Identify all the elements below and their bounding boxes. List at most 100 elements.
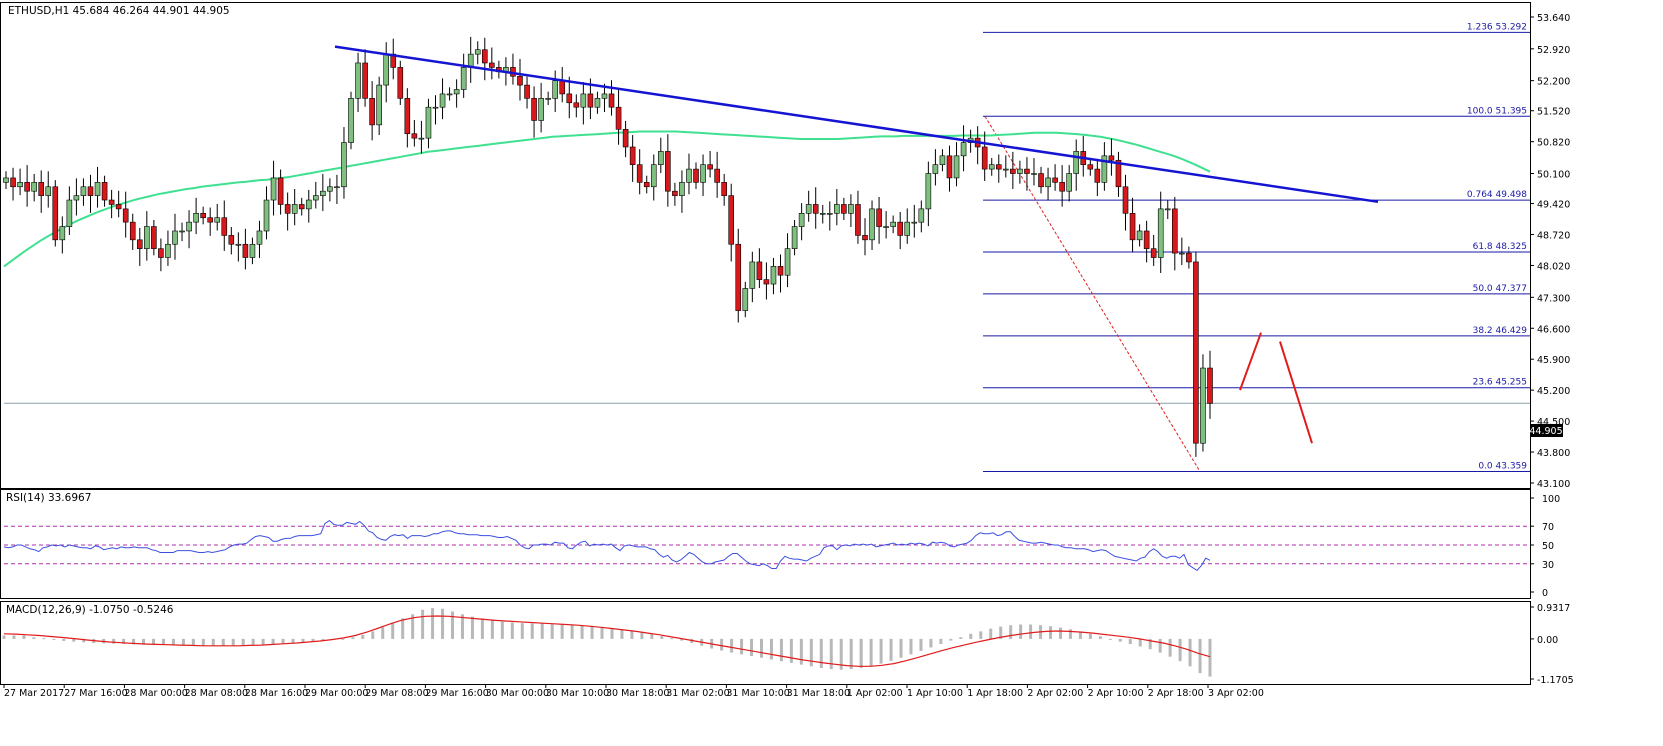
candle-body xyxy=(383,53,390,86)
macd-histogram-bar xyxy=(171,638,175,646)
macd-histogram-bar xyxy=(919,638,923,651)
macd-histogram-bar xyxy=(1198,638,1202,674)
candle-body xyxy=(841,204,847,214)
price-panel[interactable]: 53.640 52.920 52.200 51.520 50.820 50.100 49.4… xyxy=(3,5,1571,490)
candle-body xyxy=(200,213,206,219)
candle-body xyxy=(439,93,446,108)
candle-body xyxy=(1094,168,1101,183)
candle-body xyxy=(650,164,657,188)
fib-level-label: 38.2 46.429 xyxy=(1473,326,1528,336)
candle-body xyxy=(45,186,52,196)
candle-body xyxy=(193,213,199,223)
candle-body xyxy=(305,199,312,210)
candle-body xyxy=(172,230,178,245)
macd-histogram-bar xyxy=(670,638,674,640)
macd-histogram-bar xyxy=(191,638,195,646)
candle-body xyxy=(862,235,868,241)
fib-level-label: 0.764 49.498 xyxy=(1467,190,1527,200)
price-tick-label: 52.200 xyxy=(1537,77,1570,88)
candle-body xyxy=(876,208,882,227)
candle-body xyxy=(756,261,763,280)
macd-histogram-bar xyxy=(401,618,405,639)
candle-body xyxy=(1052,177,1058,183)
candle-body xyxy=(411,133,418,139)
candle-body xyxy=(777,266,784,276)
macd-histogram-bar xyxy=(999,626,1003,639)
candle-body xyxy=(1087,164,1094,170)
rsi-tick-label: 70 xyxy=(1542,522,1554,533)
macd-histogram-bar xyxy=(42,638,46,640)
macd-panel[interactable]: MACD(12,26,9) -1.0750 -0.5246 0.9317 0.00… xyxy=(2,603,1574,686)
price-tick-label: 45.900 xyxy=(1537,355,1570,366)
candle-body xyxy=(136,239,143,249)
price-tick-label: 52.920 xyxy=(1537,45,1570,56)
time-tick-label: 31 Mar 10:00 xyxy=(726,688,789,699)
candle-body xyxy=(179,230,185,233)
price-panel-frame xyxy=(0,2,1531,489)
candle-body xyxy=(594,98,601,108)
candle-body xyxy=(369,98,375,126)
time-tick-label: 2 Apr 18:00 xyxy=(1148,688,1204,699)
macd-histogram-bar xyxy=(680,638,684,641)
time-tick-label: 30 Mar 18:00 xyxy=(606,688,669,699)
time-tick-label: 1 Apr 18:00 xyxy=(967,688,1023,699)
candle-body xyxy=(953,155,960,179)
moving-average-line xyxy=(3,130,1211,268)
rsi-tick-label: 0 xyxy=(1542,588,1548,599)
candle-body xyxy=(1200,367,1206,444)
candle-body xyxy=(1157,208,1164,258)
descending-trendline xyxy=(334,45,1379,204)
time-tick-label: 1 Apr 10:00 xyxy=(907,688,963,699)
macd-title: MACD(12,26,9) -1.0750 -0.5246 xyxy=(6,604,174,616)
candle-body xyxy=(73,195,80,201)
price-tick-label: 46.600 xyxy=(1537,324,1570,335)
rsi-panel[interactable]: RSI(14) 33.6967 100 70 50 30 0 xyxy=(3,492,1560,599)
macd-histogram-bar xyxy=(799,638,803,665)
macd-histogram-bar xyxy=(1178,638,1182,662)
fib-diagonal xyxy=(984,115,1201,472)
candle-body xyxy=(59,226,66,241)
candle-body xyxy=(742,288,749,311)
macd-histogram-bar xyxy=(12,635,16,639)
macd-histogram-bar xyxy=(391,622,395,639)
candle-body xyxy=(348,98,354,143)
macd-histogram-bar xyxy=(839,638,843,670)
time-tick-label: 27 Mar 16:00 xyxy=(64,688,127,699)
macd-histogram-bar xyxy=(211,638,215,646)
macd-histogram-bar xyxy=(660,636,664,639)
candle-body xyxy=(489,62,495,68)
candle-body xyxy=(587,93,594,108)
candle-body xyxy=(1143,230,1150,249)
macd-histogram-bar xyxy=(969,633,973,639)
macd-histogram-bar xyxy=(52,638,56,640)
candle-body xyxy=(1150,248,1157,258)
candle-body xyxy=(622,128,629,148)
macd-histogram-bar xyxy=(321,638,325,641)
candle-body xyxy=(341,142,347,188)
candle-body xyxy=(925,173,932,210)
macd-histogram-bar xyxy=(181,638,185,646)
macd-histogram-bar xyxy=(1118,638,1122,642)
time-tick-label: 28 Mar 08:00 xyxy=(185,688,248,699)
candle-body xyxy=(474,49,481,55)
candle-body xyxy=(24,182,30,192)
projection-arrow-down xyxy=(1279,341,1313,444)
macd-histogram-bar xyxy=(779,638,783,662)
macd-histogram-bar xyxy=(22,635,26,639)
trendline xyxy=(334,45,1379,204)
candle-body xyxy=(791,226,798,249)
macd-tick-label: 0.00 xyxy=(1537,635,1558,646)
time-tick-label: 31 Mar 02:00 xyxy=(666,688,729,699)
candle-body xyxy=(1003,168,1009,171)
price-tick-label: 50.820 xyxy=(1537,138,1570,149)
macd-histogram-bar xyxy=(490,620,494,639)
macd-histogram-bar xyxy=(1108,638,1112,640)
candle-body xyxy=(1024,168,1030,174)
macd-histogram-bar xyxy=(201,638,205,646)
candle-body xyxy=(404,98,411,135)
candle-body xyxy=(1010,168,1016,174)
macd-histogram-bar xyxy=(610,627,614,639)
candle-body xyxy=(848,204,854,214)
